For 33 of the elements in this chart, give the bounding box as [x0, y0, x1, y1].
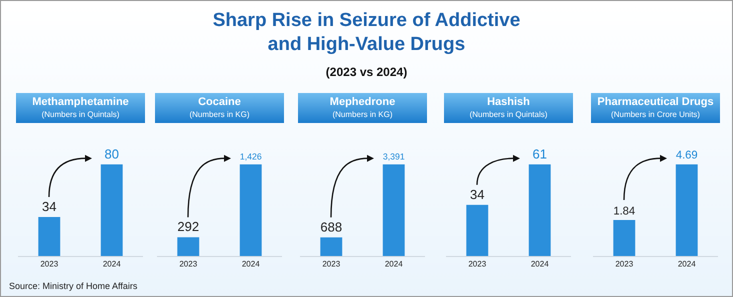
x-tick-label: 2024 — [678, 260, 696, 269]
data-label: 80 — [104, 146, 119, 162]
chart-subtitle: (Numbers in KG) — [188, 110, 250, 119]
x-tick-label: 2023 — [615, 260, 634, 269]
data-label: 292 — [177, 219, 200, 234]
data-label: 3,391 — [382, 151, 405, 162]
text: (2023 vs 2024) — [324, 65, 408, 79]
chart-title: Mephedrone — [328, 96, 396, 108]
x-tick-label: 2024 — [384, 260, 404, 269]
x-tick-label: 2023 — [468, 260, 487, 269]
chart-title: Pharmaceutical Drugs — [596, 96, 715, 108]
text: Sharp Rise in Seizure of Addictive and High-Value Drugs — [212, 9, 522, 57]
source-note: Source: Ministry of Home Affairs — [9, 281, 138, 291]
x-tick-label: 2024 — [530, 260, 550, 269]
chart-title: Cocaine — [197, 96, 242, 108]
data-label: 4.69 — [676, 150, 698, 162]
data-label: 61 — [532, 146, 547, 162]
data-label: 34 — [470, 186, 484, 202]
chart-title: Hashish — [486, 96, 531, 108]
data-label: 1,426 — [240, 151, 262, 162]
chart-subtitle: (Numbers in KG) — [331, 110, 394, 119]
chart-subtitle: (Numbers in Crore Units) — [610, 110, 701, 119]
data-label: 1.84 — [613, 205, 636, 218]
x-tick-label: 2024 — [102, 260, 122, 269]
data-label: 34 — [42, 199, 56, 214]
chart-title: Methamphetamine — [31, 96, 130, 108]
x-tick-label: 2024 — [242, 260, 260, 269]
chart-subtitle: (Numbers in Quintals) — [468, 110, 548, 119]
x-tick-label: 2023 — [322, 260, 341, 269]
x-tick-label: 2023 — [40, 260, 59, 269]
data-label: 688 — [320, 219, 342, 234]
chart-subtitle: (Numbers in Quintals) — [40, 110, 120, 119]
x-tick-label: 2023 — [179, 260, 198, 269]
